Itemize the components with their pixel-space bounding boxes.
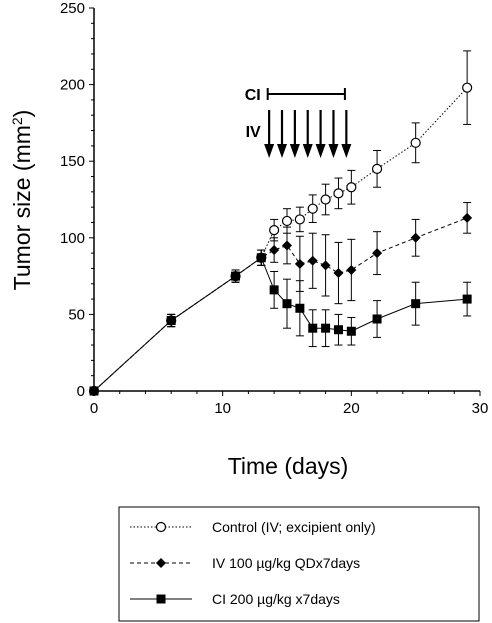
data-point [231,271,241,281]
data-point [307,255,318,266]
data-point [295,303,305,313]
legend-marker [155,521,167,533]
data-point [320,194,331,205]
x-axis-label: Time (days) [228,453,349,479]
y-tick-label: 0 [77,383,85,400]
data-point [371,163,383,174]
treatment-annotations: CI IV [245,87,352,158]
iv-arrow-head [341,144,352,158]
x-tick-label: 20 [343,400,360,417]
data-point [333,268,344,279]
y-tick-label: 250 [60,0,85,17]
legend-label: CI 200 µg/kg x7days [212,591,340,607]
legend-box [118,506,480,622]
data-point [320,260,331,271]
data-point [346,264,357,275]
iv-arrow-head [264,144,275,158]
series-line [93,217,468,392]
data-point [462,212,473,223]
data-point [321,323,331,333]
y-axis-label: Tumor size (mm2) [9,110,35,291]
legend-marker [156,558,166,568]
x-tick-label: 10 [214,400,231,417]
data-point [256,253,266,263]
data-point [333,188,344,199]
data-point [410,232,421,243]
y-axis-label-main: Tumor size (mm [9,125,35,290]
series-1 [88,50,473,397]
axis-ticks: 0 50 100 150 200 250 0 10 20 30 [60,0,488,417]
data-point [333,325,343,335]
data-point [269,245,280,256]
legend-label: Control (IV; excipient only) [212,519,376,535]
data-point [269,225,280,236]
y-tick-label: 150 [60,153,85,170]
data-point [372,314,382,324]
legend-marker [156,594,166,604]
iv-arrow-head [328,144,339,158]
data-point [282,240,292,251]
y-tick-label: 50 [68,306,85,323]
y-axis-label-end: ) [9,110,35,118]
data-point [166,316,176,326]
iv-arrow-head [289,144,300,158]
legend: Control (IV; excipient only) IV 100 µg/kg… [118,506,480,622]
iv-arrow-head [315,144,326,158]
y-axis-label-sup: 2 [9,117,25,125]
data-point [282,299,292,309]
series-3 [89,249,472,396]
legend-label: IV 100 µg/kg QDx7days [212,555,360,571]
iv-label: IV [246,124,261,141]
series-line [93,256,468,392]
axes [93,8,480,392]
series-layer [88,50,473,397]
data-point [346,326,356,336]
x-tick-label: 0 [90,400,98,417]
data-point [281,215,293,227]
ci-label: CI [245,87,261,104]
iv-arrow-head [302,144,313,158]
data-point [462,82,473,93]
y-tick-label: 200 [60,77,85,94]
data-point [294,214,305,225]
x-tick-label: 30 [472,400,489,417]
iv-arrow-head [277,144,287,158]
series-line [93,87,468,392]
data-point [307,203,318,214]
data-point [410,137,421,148]
data-point [372,248,383,259]
y-tick-label: 100 [60,230,85,247]
data-point [89,386,99,396]
data-point [411,299,421,309]
data-point [294,258,305,269]
data-point [269,285,279,295]
data-point [308,323,318,333]
data-point [462,294,472,304]
data-point [346,182,357,193]
